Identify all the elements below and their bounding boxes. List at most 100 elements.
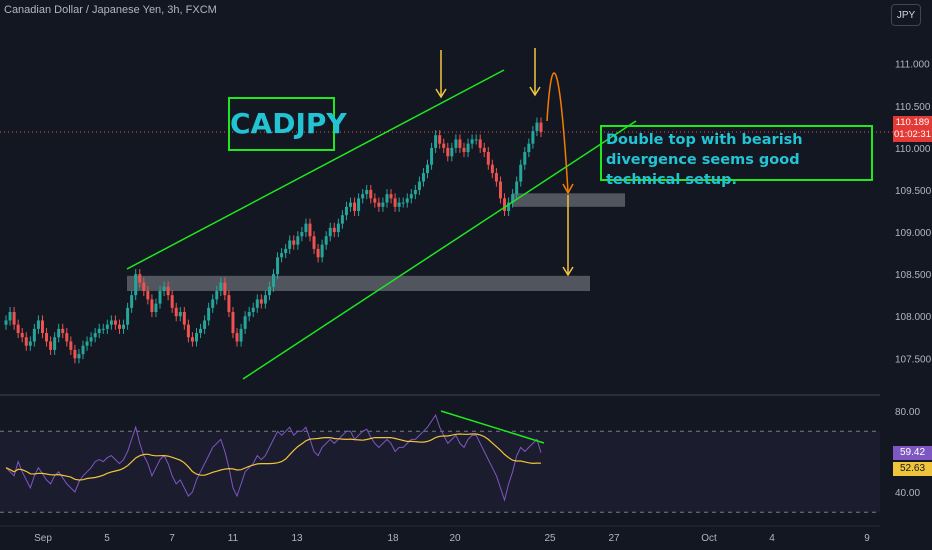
candle-body: [507, 202, 511, 211]
candle-body: [211, 299, 215, 308]
candle-body: [65, 333, 69, 342]
candle-body: [344, 206, 348, 216]
candle-body: [421, 173, 425, 182]
candle-body: [519, 164, 523, 182]
candle-body: [247, 312, 251, 317]
candle-body: [430, 147, 434, 165]
price-tick-label: 108.500: [895, 270, 932, 281]
candle-body: [340, 215, 344, 224]
candle-body: [353, 202, 357, 211]
currency-button[interactable]: JPY: [891, 4, 921, 26]
time-tick-label: 11: [228, 533, 239, 544]
candle-body: [393, 198, 397, 207]
candle-body: [85, 341, 89, 346]
price-tick-label: 108.000: [895, 312, 932, 323]
rsi-value-badge: 59.42: [893, 446, 932, 460]
candle-body: [57, 328, 61, 338]
candle-body: [223, 282, 227, 296]
candle-body: [442, 143, 446, 148]
candle-body: [93, 333, 97, 338]
target-arrow-head: [562, 266, 574, 277]
candle-body: [308, 223, 312, 237]
candle-body: [4, 320, 8, 325]
candle-body: [296, 236, 300, 245]
rsi-tick-label: 80.00: [895, 407, 920, 418]
candle-body: [158, 290, 162, 304]
rsi-band: [0, 431, 880, 513]
last-price-badge: 110.189 01:02:31: [893, 116, 932, 142]
candle-body: [426, 164, 430, 174]
candle-body: [150, 299, 154, 313]
candle-body: [28, 341, 32, 346]
candle-body: [535, 122, 539, 132]
time-tick-label: 9: [864, 533, 870, 544]
rsi-line: [5, 413, 542, 502]
candle-body: [292, 240, 296, 245]
candle-body: [409, 194, 413, 199]
candle-body: [527, 143, 531, 153]
candle-body: [24, 337, 28, 346]
candle-body: [413, 189, 417, 195]
candle-body: [113, 320, 117, 325]
candle-body: [40, 320, 44, 334]
candle-body: [397, 202, 401, 207]
candle-body: [207, 307, 211, 321]
candle-body: [446, 147, 450, 157]
candle-body: [16, 324, 20, 334]
candle-body: [259, 299, 263, 304]
candle-body: [12, 312, 16, 325]
candle-body: [194, 333, 198, 342]
candle-body: [369, 189, 373, 199]
candle-body: [503, 198, 507, 211]
candle-body: [280, 253, 284, 258]
candle-body: [458, 139, 462, 148]
projection-curve: [546, 72, 569, 193]
projection-curve-head: [562, 183, 574, 195]
candle-body: [105, 324, 109, 329]
candle-body: [466, 143, 470, 153]
candle-body: [482, 147, 486, 153]
candle-body: [316, 248, 320, 258]
candle-body: [166, 286, 170, 296]
candle-body: [474, 139, 478, 141]
candle-body: [304, 223, 308, 233]
rsi-ma-badge: 52.63: [893, 462, 932, 476]
time-tick-label: Oct: [701, 533, 717, 544]
rsi-divergence-line: [440, 410, 545, 444]
candle-body: [405, 198, 409, 203]
price-tick-label: 107.500: [895, 354, 932, 365]
candle-body: [174, 307, 178, 317]
time-tick-label: 18: [387, 533, 399, 544]
candle-body: [300, 232, 304, 237]
time-tick-label: 25: [544, 533, 556, 544]
candle-body: [154, 303, 158, 313]
time-tick-label: Sep: [34, 533, 52, 544]
candle-body: [539, 122, 543, 132]
candle-body: [490, 164, 494, 174]
time-tick-label: 20: [449, 533, 461, 544]
candle-body: [401, 202, 405, 204]
price-tick-label: 109.000: [895, 228, 932, 239]
note-annotation: Double top with bearish divergence seems…: [600, 125, 873, 188]
candle-body: [203, 320, 207, 329]
candle-body: [227, 295, 231, 313]
candle-body: [349, 202, 353, 207]
candle-body: [231, 312, 235, 334]
candle-body: [77, 354, 81, 359]
candle-body: [324, 236, 328, 245]
price-tick-label: 110.500: [895, 102, 931, 113]
symbol-annotation: CADJPY: [228, 97, 347, 151]
lower-channel-line: [242, 120, 637, 380]
candle-body: [511, 194, 515, 203]
candle-body: [81, 345, 85, 355]
candle-body: [130, 295, 134, 308]
candle-body: [373, 198, 377, 203]
candle-body: [515, 181, 519, 195]
candle-body: [263, 295, 267, 304]
candle-body: [377, 202, 381, 207]
time-tick-label: 4: [769, 533, 775, 544]
candle-body: [494, 173, 498, 182]
candle-body: [199, 328, 203, 334]
